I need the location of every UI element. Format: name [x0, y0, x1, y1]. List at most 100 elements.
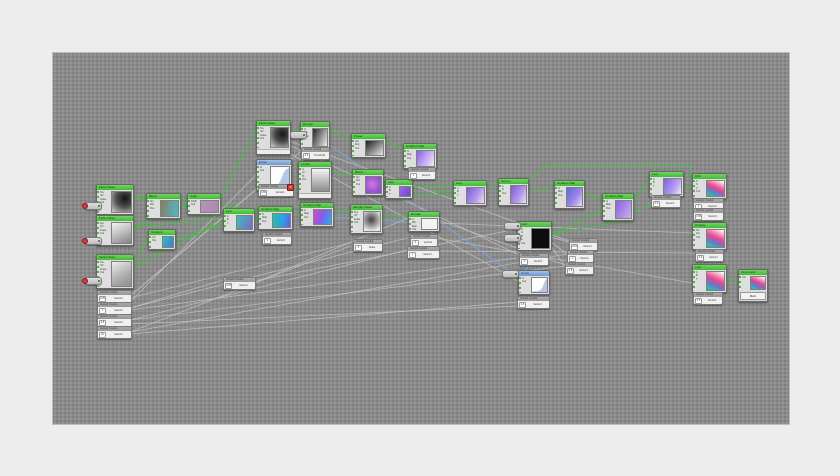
node-gradmap-b[interactable]: Gradient Map In Map Out: [300, 202, 334, 227]
input-ports-icon[interactable]: [97, 222, 99, 244]
node-overlay-a[interactable]: Overlay Src Dst Out: [692, 222, 727, 250]
node-lerp-b[interactable]: Lerp A B T: [385, 179, 413, 199]
node-power-a[interactable]: Power Val Exp Out: [351, 133, 386, 158]
node-lerp-e[interactable]: Lerp A B T: [692, 264, 727, 293]
value-node-v10[interactable]: Vector1 Control 0 Vector1: [410, 234, 438, 247]
node-levels-a[interactable]: Levels In Lo Hi Out: [298, 161, 332, 199]
value-node-v7[interactable]: Vector1 Control 0.65 Vector1: [258, 184, 294, 197]
value-node-v21[interactable]: Vector1 Control 0.5 Vector1: [693, 292, 723, 305]
input-ports-icon[interactable]: [693, 180, 695, 197]
value-node-v20[interactable]: Vector1 Control 0.6 Vector1: [695, 249, 724, 262]
value-node-v5[interactable]: Vector1 Control 2 Vector1: [262, 232, 292, 245]
value-node-v17[interactable]: Vector1 Control 0.5 Vector1: [651, 195, 681, 208]
node-gradmap-c[interactable]: Gradient Map In Map Out: [403, 143, 437, 169]
value-node-v11[interactable]: Vector1 Control 1 Vector1: [407, 246, 440, 259]
input-ports-icon[interactable]: [224, 215, 226, 230]
value-field[interactable]: 0: [412, 239, 419, 246]
value-node-v14[interactable]: Vector1 Control 0.15 Vector1: [569, 238, 598, 251]
node-gradmap-e[interactable]: Gradient Map In Map Out: [602, 193, 634, 221]
input-ports-icon[interactable]: [519, 277, 521, 293]
node-noise-1[interactable]: Perlin Noise Tex UV Scale Out: [96, 184, 134, 215]
value-field[interactable]: 0.35: [695, 213, 702, 220]
value-field[interactable]: 0: [521, 258, 528, 265]
close-icon[interactable]: x: [287, 184, 294, 191]
value-field[interactable]: 0.6: [697, 254, 704, 261]
value-field[interactable]: 1: [409, 251, 416, 258]
input-ports-icon[interactable]: [454, 187, 456, 204]
node-curve-2[interactable]: Curve In Out: [518, 270, 550, 295]
value-field[interactable]: 0.5: [695, 297, 702, 304]
node-gradmap-a[interactable]: Gradient Map In Map Out: [258, 206, 293, 230]
value-node-v12[interactable]: Vector1 Control 0 Vector1: [519, 253, 549, 266]
input-ports-icon[interactable]: [693, 271, 695, 291]
value-node-v8[interactable]: Vector1 Control 1 Vector1: [408, 167, 436, 180]
input-ports-icon[interactable]: [301, 209, 303, 225]
value-node-v4[interactable]: Vector1 Control 10 Vector1: [97, 326, 132, 339]
node-noise-top[interactable]: Perlin Noise Tex UV Scale Out: [256, 120, 291, 155]
node-footer-label[interactable]: Main: [740, 292, 766, 300]
node-noise-4[interactable]: Simplex Noise Tex UV Scale Out: [350, 204, 383, 234]
relay-pill-p7[interactable]: [502, 270, 519, 278]
input-ports-icon[interactable]: [97, 261, 99, 287]
input-ports-icon[interactable]: [650, 178, 652, 195]
input-ports-icon[interactable]: [499, 185, 501, 204]
input-ports-icon[interactable]: [409, 218, 411, 230]
input-ports-icon[interactable]: [259, 213, 261, 228]
value-field[interactable]: 0.25: [99, 295, 106, 302]
node-remap-b[interactable]: Remap In Min Max Out: [408, 211, 440, 232]
node-canvas[interactable]: Perlin Noise Tex UV Scale Out Perlin Noise Tex…: [52, 52, 790, 425]
node-final[interactable]: Final Color Col Main: [738, 269, 768, 302]
input-ports-icon[interactable]: [353, 176, 355, 194]
input-ports-icon[interactable]: [739, 276, 741, 290]
node-noise-3[interactable]: Perlin Noise Tex UV Scale Out: [96, 254, 134, 289]
value-node-v1[interactable]: Vector1 Control 0.25 Vector1: [97, 290, 132, 303]
node-noise-2[interactable]: Perlin Noise Tex UV Scale Out: [96, 215, 134, 246]
input-ports-icon[interactable]: [257, 166, 259, 189]
node-lerp-c[interactable]: Lerp A B T: [453, 180, 487, 206]
value-node-v16[interactable]: Vector1 Control 0.8 Vector1: [565, 262, 594, 275]
node-color-b[interactable]: Color R G B A Out: [517, 221, 552, 251]
value-field[interactable]: 0.15: [571, 243, 578, 250]
node-gradmap-d[interactable]: Gradient Map In Map Out: [554, 180, 585, 209]
value-field[interactable]: 0.33: [225, 282, 232, 289]
input-ports-icon[interactable]: [147, 200, 149, 217]
node-screen-a[interactable]: Screen A B Out: [498, 178, 529, 206]
value-node-v9[interactable]: Vector1 Control 4 Scale: [353, 239, 383, 252]
node-color-mix[interactable]: Color RGB Out: [187, 193, 221, 215]
value-field[interactable]: 1: [569, 255, 576, 262]
input-ports-icon[interactable]: [404, 150, 406, 167]
node-lerp-d[interactable]: Lerp A B T: [649, 171, 684, 197]
node-blend-a[interactable]: Blend Src Dst Out: [146, 193, 181, 219]
node-hsv-a[interactable]: HSV H S V Out: [692, 173, 727, 199]
node-grad-a[interactable]: Gradient UV Out: [148, 229, 176, 250]
input-ports-icon[interactable]: [603, 200, 605, 219]
input-ports-icon[interactable]: [555, 187, 557, 207]
input-ports-icon[interactable]: [149, 236, 151, 248]
value-field[interactable]: 2: [264, 237, 271, 244]
input-ports-icon[interactable]: [351, 211, 353, 232]
input-ports-icon[interactable]: [693, 229, 695, 248]
input-ports-icon[interactable]: [188, 200, 190, 213]
value-field[interactable]: 0.5: [653, 200, 660, 207]
value-field[interactable]: 1: [410, 172, 417, 179]
node-lerp-a[interactable]: Lerp A B T: [223, 208, 255, 232]
value-node-v19[interactable]: Vector1 Control 0.35 Vector1: [693, 208, 724, 221]
value-node-v13[interactable]: Vector1 Control 0.5 Vector1: [517, 296, 550, 309]
value-field[interactable]: 4: [355, 244, 362, 251]
value-field[interactable]: 10: [99, 331, 106, 338]
value-node-v6[interactable]: Vector1 Control 0.5 Threshold: [301, 147, 330, 160]
value-field[interactable]: 0.5: [99, 319, 106, 326]
input-ports-icon[interactable]: [386, 186, 388, 197]
input-ports-icon[interactable]: [257, 127, 259, 148]
input-ports-icon[interactable]: [352, 140, 354, 156]
value-field[interactable]: 0.5: [303, 152, 310, 159]
value-field[interactable]: 1: [99, 307, 106, 314]
value-field[interactable]: 0.5: [519, 301, 526, 308]
relay-pill-p5[interactable]: [504, 222, 521, 230]
node-blend-b[interactable]: Blend Src Dst Out: [352, 169, 384, 196]
value-field[interactable]: 0.65: [260, 189, 267, 196]
value-node-v22[interactable]: Vector1 Control 0.33 Vector1: [223, 277, 256, 290]
value-field[interactable]: 0.8: [567, 267, 574, 274]
relay-pill-p6[interactable]: [504, 234, 521, 242]
input-ports-icon[interactable]: [299, 168, 301, 192]
